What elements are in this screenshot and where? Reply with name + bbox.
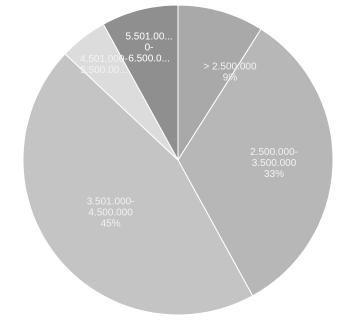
pie-label-line: 2.500.000- <box>250 147 298 158</box>
pie-label-line: 0- <box>145 42 154 53</box>
pie-slice-1 <box>177 28 334 297</box>
pie-label-line: 3.501.000- <box>87 196 135 207</box>
pie-label-line: 45% <box>101 218 121 229</box>
pie-label-3: 4.501.000-5.500.00... <box>80 54 128 76</box>
pie-label-line: 5.500.00... <box>80 65 127 76</box>
pie-label-line: 3.500.000 <box>252 158 297 169</box>
pie-label-line: > 2.500.000 <box>203 62 257 73</box>
pie-slice-2 <box>22 53 254 316</box>
pie-label-line: 5.501.00... <box>125 31 172 42</box>
pie-labels: > 2.500.000 9% 2.500.000-3.500.000 33% 3.501… <box>80 31 298 229</box>
pie-label-line: 9% <box>223 73 238 84</box>
pie-label-1: 2.500.000-3.500.000 33% <box>250 147 298 180</box>
pie-label-line: 4.500.000 <box>88 207 133 218</box>
pie-slice-4 <box>102 4 179 161</box>
pie-slices <box>22 4 334 316</box>
pie-label-line: 33% <box>264 169 284 180</box>
pie-label-line: 4.501.000- <box>80 54 128 65</box>
pie-slice-0 <box>177 4 262 162</box>
pie-label-0: > 2.500.000 9% <box>203 62 257 84</box>
pie-label-4: 5.501.00... 0-6.500.0... <box>125 31 172 64</box>
pie-label-line: 6.500.0... <box>128 53 170 64</box>
pie-label-2: 3.501.000-4.500.000 45% <box>87 196 135 229</box>
